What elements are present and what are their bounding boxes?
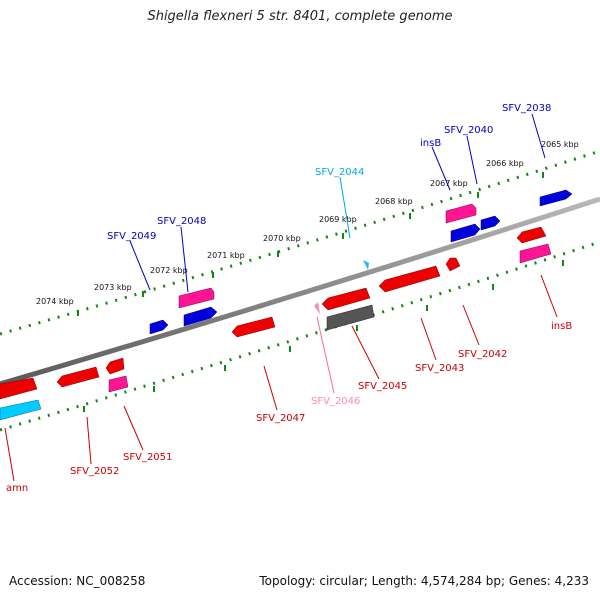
gene-label: SFV_2043	[415, 363, 464, 374]
reverse-pseudo-genes	[108, 243, 552, 393]
connector	[339, 176, 351, 239]
connector	[431, 146, 451, 191]
connector	[316, 316, 335, 394]
ruler-label: 2069 kbp	[319, 215, 357, 224]
connector	[129, 240, 151, 291]
gene-label: insB	[551, 321, 572, 332]
gene-label: SFV_2040	[444, 125, 493, 136]
ruler-label: 2070 kbp	[263, 234, 301, 243]
connector	[123, 405, 144, 451]
gene-sfv-2044[interactable]	[363, 260, 369, 270]
ruler-label: 2065 kbp	[541, 140, 579, 149]
gene-amn[interactable]	[0, 377, 38, 400]
gene-sfv-2046[interactable]	[314, 302, 320, 314]
gene-sfv-2052[interactable]	[56, 366, 100, 388]
ruler-label: 2068 kbp	[375, 197, 413, 206]
forward-genes	[149, 189, 573, 335]
ruler-label: 2071 kbp	[207, 251, 245, 260]
connector	[531, 113, 546, 159]
connector	[351, 325, 380, 380]
gene-label: insB	[420, 138, 441, 149]
ruler-label: 2066 kbp	[486, 159, 524, 168]
gene-label: SFV_2047	[256, 413, 305, 424]
ruler-labels: 2074 kbp 2073 kbp 2072 kbp 2071 kbp 2070…	[36, 140, 579, 306]
gene-label: SFV_2038	[502, 103, 551, 114]
gene-sfv-2051-magenta[interactable]	[108, 375, 129, 393]
gene-label: SFV_2048	[157, 216, 206, 227]
gene-sfv-2048-magenta[interactable]	[178, 287, 215, 309]
connector	[462, 304, 480, 346]
gene-sfv-2045[interactable]	[321, 287, 371, 311]
ruler-label: 2074 kbp	[36, 297, 74, 306]
gene-insb-upper[interactable]	[450, 223, 481, 243]
gene-label: SFV_2051	[123, 452, 172, 463]
gene-sfv-2043[interactable]	[378, 265, 441, 293]
gene-sfv-2049[interactable]	[149, 319, 169, 335]
gene-label: SFV_2045	[358, 381, 407, 392]
gene-label: SFV_2052	[70, 466, 119, 477]
connector	[420, 317, 437, 361]
gene-sfv-2042[interactable]	[445, 257, 461, 272]
accession-label: Accession: NC_008258	[9, 574, 146, 588]
reverse-genes	[0, 226, 547, 400]
connector	[86, 416, 92, 465]
ruler-label: 2067 kbp	[430, 179, 468, 188]
gene-label: SFV_2049	[107, 231, 156, 242]
gene-sfv-2047[interactable]	[231, 316, 276, 338]
lower-ruler-track	[0, 240, 600, 432]
map-title: Shigella flexneri 5 str. 8401, complete …	[147, 9, 453, 24]
gene-label: amn	[6, 483, 28, 494]
gene-sfv-2040[interactable]	[480, 215, 501, 231]
gene-label: SFV_2044	[315, 167, 364, 178]
gene-label: SFV_2042	[458, 349, 507, 360]
gene-insb-lower-red[interactable]	[516, 226, 547, 244]
connector	[540, 274, 558, 318]
gene-sfv-2038[interactable]	[539, 189, 573, 207]
gene-sfv-2051[interactable]	[105, 357, 125, 375]
connector	[4, 427, 15, 482]
backbone-bar	[0, 196, 600, 387]
lower-gene-labels: insB SFV_2042 SFV_2043 SFV_2045 SFV_2046…	[6, 321, 572, 494]
genome-backbone	[0, 196, 600, 387]
gene-sfv-2045-gray[interactable]	[326, 304, 375, 331]
label-connectors	[4, 113, 558, 482]
gene-label: SFV_2046	[311, 396, 360, 407]
forward-pseudo-genes	[178, 203, 477, 309]
gene-insb-lower-magenta[interactable]	[519, 243, 552, 264]
lower-ruler	[0, 240, 600, 432]
connector	[180, 226, 189, 293]
ruler-major-ticks	[77, 172, 564, 412]
topology-label: Topology: circular; Length: 4,574,284 bp…	[259, 574, 589, 588]
ruler-label: 2073 kbp	[94, 283, 132, 292]
connector	[466, 135, 478, 185]
upper-gene-labels: SFV_2038 SFV_2040 insB SFV_2044 SFV_2048…	[107, 103, 551, 242]
gene-insb-upper-magenta[interactable]	[445, 203, 477, 224]
ruler-label: 2072 kbp	[150, 266, 188, 275]
gene-sfv-2048[interactable]	[183, 306, 218, 327]
gene-rna-cyan[interactable]	[0, 399, 42, 421]
connector	[263, 365, 278, 411]
